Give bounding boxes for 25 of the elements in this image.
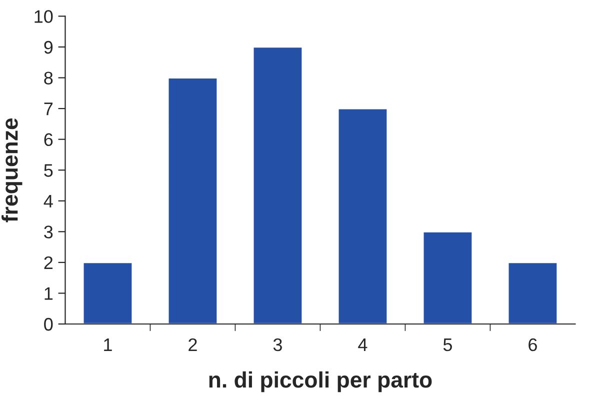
x-tick-label: 6 [528,338,537,352]
bar [167,77,218,324]
x-tick-label: 5 [443,338,452,352]
x-tick-label: 3 [273,338,282,352]
bar [252,46,304,324]
x-tick-label: 2 [188,338,197,351]
y-tick-label: 5 [44,164,53,177]
x-tick-label: 1 [104,338,112,351]
y-tick-label: 4 [44,195,53,208]
y-tick-label: 2 [44,256,53,269]
y-tick-label: 7 [44,102,53,116]
y-tick-label: 1 [44,287,53,300]
y-tick-label: 10 [34,10,53,23]
x-tick-label: 4 [358,338,368,351]
bar [82,262,134,324]
y-tick-label: 8 [44,72,53,84]
bar [337,108,388,324]
bar [507,262,558,324]
y-tick-label: 6 [44,133,53,146]
y-tick-label: 9 [44,40,53,54]
y-axis-title: frequenze [2,118,22,222]
y-tick-label: 0 [44,318,53,331]
y-tick-label: 3 [44,226,53,238]
bar [422,230,474,324]
x-axis-title: n. di piccoli per parto [209,371,432,392]
